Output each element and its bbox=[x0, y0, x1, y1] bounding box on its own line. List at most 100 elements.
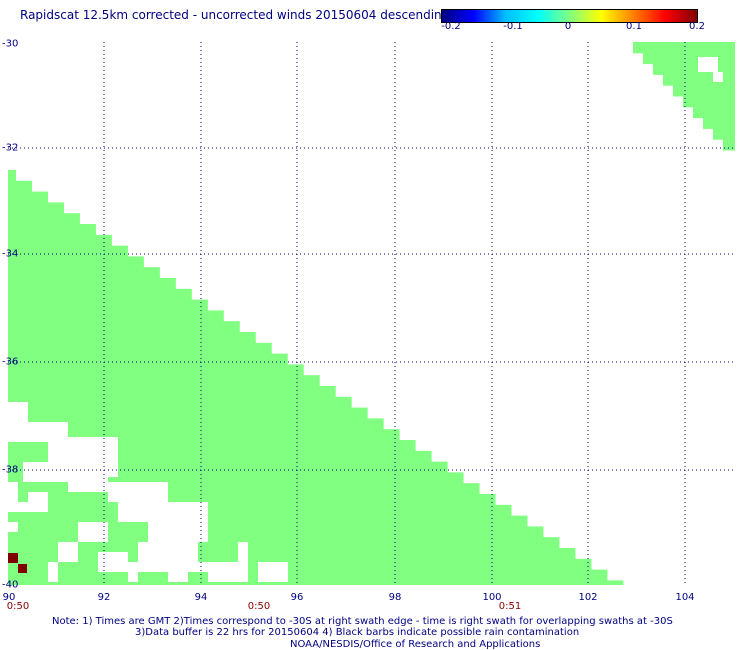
lon-label: 90 bbox=[2, 592, 16, 603]
swath-cell bbox=[58, 542, 78, 562]
graticule bbox=[8, 42, 735, 585]
footnote-line: Note: 1) Times are GMT 2)Times correspon… bbox=[52, 616, 673, 627]
footnote-line: 3)Data buffer is 22 hrs for 20150604 4) … bbox=[135, 627, 580, 638]
swath-cell bbox=[8, 504, 512, 517]
swath-cell bbox=[703, 117, 735, 129]
swath-cell bbox=[8, 569, 608, 581]
colorbar-label: -0.2 bbox=[441, 21, 461, 32]
swath-cell bbox=[8, 299, 208, 311]
map-svg bbox=[8, 42, 735, 585]
swath-cell bbox=[208, 562, 248, 582]
swath-cell bbox=[8, 213, 80, 225]
swath-cell bbox=[8, 402, 28, 442]
swath-cell bbox=[8, 515, 528, 527]
swath-cell bbox=[238, 542, 248, 562]
time-label: 0:50 bbox=[247, 601, 271, 612]
swath-cell bbox=[663, 74, 735, 86]
swath-cell bbox=[8, 429, 400, 441]
swath-cell bbox=[723, 139, 735, 151]
lat-label: -34 bbox=[2, 248, 19, 260]
swath-cell bbox=[653, 63, 735, 75]
swath-cell bbox=[178, 522, 198, 562]
swath-cell bbox=[108, 482, 168, 502]
lat-label: -32 bbox=[2, 142, 19, 154]
swath-cell bbox=[698, 57, 718, 72]
swath-cell bbox=[8, 483, 480, 495]
swath-cell bbox=[633, 42, 735, 54]
swath-cell bbox=[8, 558, 592, 571]
swath-cell bbox=[188, 562, 208, 572]
swath-cell bbox=[8, 342, 272, 355]
footnote-line: NOAA/NESDIS/Office of Research and Appli… bbox=[290, 639, 541, 650]
map-title: Rapidscat 12.5km corrected - uncorrected… bbox=[20, 8, 450, 22]
swath-cell bbox=[8, 522, 18, 532]
swath-cell bbox=[693, 106, 735, 119]
lon-label: 98 bbox=[388, 592, 402, 603]
swath-cell bbox=[8, 180, 32, 193]
swath-cell bbox=[8, 375, 320, 387]
swath-cell bbox=[128, 562, 138, 582]
swath-cell bbox=[8, 553, 18, 563]
swath-cell bbox=[168, 562, 188, 582]
swath-cell bbox=[78, 522, 108, 542]
swath-cell bbox=[8, 234, 112, 247]
swath-cell bbox=[8, 288, 192, 301]
swath-cell bbox=[8, 472, 464, 484]
swath-cell bbox=[98, 552, 128, 572]
swath-cell bbox=[8, 278, 176, 290]
swath-cell bbox=[8, 353, 288, 365]
swath-cell bbox=[48, 562, 58, 582]
lon-label: 104 bbox=[675, 592, 695, 603]
swath-cell bbox=[8, 321, 240, 333]
swath-cell bbox=[8, 170, 16, 182]
swath-cell bbox=[683, 96, 735, 108]
swath-cell bbox=[8, 580, 624, 585]
lon-label: 94 bbox=[194, 592, 208, 603]
lat-label: -38 bbox=[2, 464, 19, 476]
swath-cell bbox=[118, 502, 148, 522]
colorbar-label: 0 bbox=[564, 21, 572, 32]
lon-label: 96 bbox=[290, 592, 304, 603]
swath-cell bbox=[8, 526, 544, 538]
swath-cell bbox=[28, 492, 48, 512]
swath-cell bbox=[8, 245, 128, 257]
lat-label: -30 bbox=[2, 38, 19, 50]
colorbar-label: 0.2 bbox=[689, 21, 705, 32]
swath-cell bbox=[8, 310, 224, 322]
swath-cell bbox=[8, 407, 368, 419]
swath-cell bbox=[8, 386, 336, 398]
lon-label: 100 bbox=[482, 592, 502, 603]
swath-cell bbox=[8, 256, 144, 268]
swath-cell bbox=[8, 191, 48, 203]
swath-cell bbox=[18, 564, 27, 573]
swath-cell bbox=[8, 494, 496, 506]
colorbar-label: 0.1 bbox=[626, 21, 642, 32]
swath-cell bbox=[8, 482, 18, 512]
swath-cell bbox=[673, 85, 735, 97]
swath-cell bbox=[8, 364, 304, 376]
swath-cell bbox=[8, 267, 160, 279]
swath-cell bbox=[713, 72, 723, 82]
lon-label: 102 bbox=[578, 592, 598, 603]
lon-label: 92 bbox=[97, 592, 111, 603]
swath-cell bbox=[713, 128, 735, 140]
swath-cell bbox=[8, 461, 448, 473]
time-label: 0:51 bbox=[498, 601, 522, 612]
map-plot-area bbox=[8, 42, 735, 585]
swath-cell bbox=[18, 502, 28, 512]
lat-label: -40 bbox=[2, 579, 19, 591]
swath-cell bbox=[8, 396, 352, 409]
swath-cell bbox=[8, 548, 576, 560]
swath-cell bbox=[643, 52, 735, 65]
swath-cell bbox=[8, 202, 64, 214]
swath-cell bbox=[8, 440, 416, 452]
swath-cell bbox=[258, 562, 288, 582]
swath-cell bbox=[8, 537, 560, 549]
swath-cells bbox=[8, 42, 735, 585]
swath-cell bbox=[8, 450, 432, 463]
time-label: 0:50 bbox=[6, 601, 30, 612]
lat-label: -36 bbox=[2, 356, 19, 368]
swath-cell bbox=[8, 332, 256, 344]
swath-cell bbox=[8, 224, 96, 236]
swath-cell bbox=[68, 472, 108, 492]
